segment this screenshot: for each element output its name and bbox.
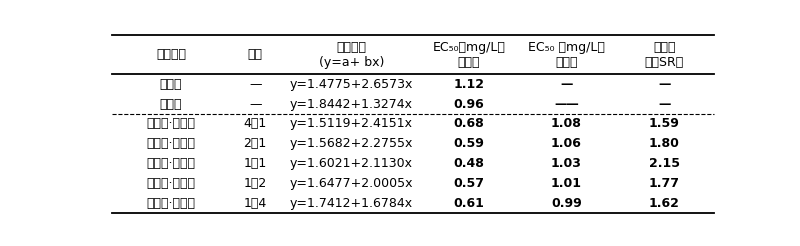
Text: ——: —— [554,98,579,111]
Text: 戊唑醇: 戊唑醇 [160,98,182,111]
Text: y=1.6477+2.0005x: y=1.6477+2.0005x [290,177,414,190]
Text: 0.61: 0.61 [454,197,484,210]
Text: —: — [249,98,262,111]
Text: —: — [560,78,573,91]
Text: 1.06: 1.06 [551,137,582,150]
Text: 1：2: 1：2 [244,177,267,190]
Text: 氟菌唑·戊唑醇: 氟菌唑·戊唑醇 [146,157,195,170]
Text: 1.80: 1.80 [649,137,680,150]
Text: —: — [658,98,670,111]
Text: 回归方程
(y=a+ bx): 回归方程 (y=a+ bx) [318,41,384,69]
Text: EC₅₀ （mg/L）
理论值: EC₅₀ （mg/L） 理论值 [528,41,605,69]
Text: 氟菌唑: 氟菌唑 [160,78,182,91]
Text: 0.57: 0.57 [454,177,484,190]
Text: y=1.5119+2.4151x: y=1.5119+2.4151x [290,118,413,130]
Text: 1.62: 1.62 [649,197,680,210]
Text: 0.68: 0.68 [454,118,484,130]
Text: 0.99: 0.99 [551,197,582,210]
Text: —: — [658,78,670,91]
Text: 1.03: 1.03 [551,157,582,170]
Text: 氟菌唑·戊唑醇: 氟菌唑·戊唑醇 [146,177,195,190]
Text: 4：1: 4：1 [244,118,267,130]
Text: 1.08: 1.08 [551,118,582,130]
Text: 1：1: 1：1 [244,157,267,170]
Text: 氟菌唑·戊唑醇: 氟菌唑·戊唑醇 [146,137,195,150]
Text: 供试药剂: 供试药剂 [156,48,186,61]
Text: y=1.6021+2.1130x: y=1.6021+2.1130x [290,157,413,170]
Text: —: — [249,78,262,91]
Text: y=1.5682+2.2755x: y=1.5682+2.2755x [290,137,413,150]
Text: y=1.7412+1.6784x: y=1.7412+1.6784x [290,197,413,210]
Text: 1.77: 1.77 [649,177,680,190]
Text: 2：1: 2：1 [244,137,267,150]
Text: 1.59: 1.59 [649,118,680,130]
Text: 1.01: 1.01 [551,177,582,190]
Text: 1：4: 1：4 [244,197,267,210]
Text: 0.96: 0.96 [454,98,484,111]
Text: 0.48: 0.48 [454,157,484,170]
Text: 增效比
值（SR）: 增效比 值（SR） [645,41,684,69]
Text: 氟菌唑·戊唑醇: 氟菌唑·戊唑醇 [146,118,195,130]
Text: 2.15: 2.15 [649,157,680,170]
Text: 氟菌唑·戊唑醇: 氟菌唑·戊唑醇 [146,197,195,210]
Text: y=1.4775+2.6573x: y=1.4775+2.6573x [290,78,413,91]
Text: 0.59: 0.59 [454,137,484,150]
Text: 配比: 配比 [248,48,262,61]
Text: 1.12: 1.12 [454,78,484,91]
Text: y=1.8442+1.3274x: y=1.8442+1.3274x [290,98,413,111]
Text: EC₅₀（mg/L）
观察值: EC₅₀（mg/L） 观察值 [432,41,505,69]
